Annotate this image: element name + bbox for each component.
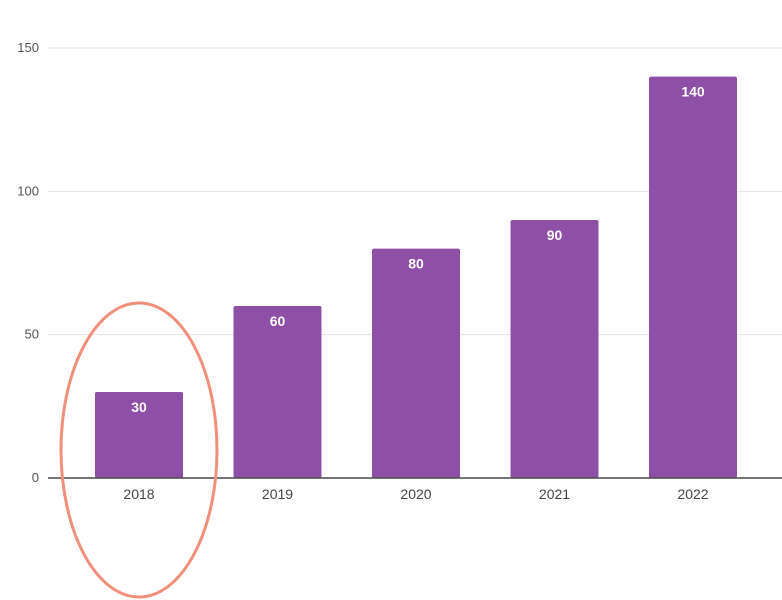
data-label-2020: 80 xyxy=(408,256,424,272)
bars xyxy=(95,76,737,479)
bar-2018 xyxy=(95,392,183,478)
bar-2022 xyxy=(649,76,737,479)
y-axis-ticks: 0 50 100 150 xyxy=(17,40,39,485)
data-label-2021: 90 xyxy=(547,227,563,243)
x-tick-label-2019: 2019 xyxy=(262,486,293,502)
bar-2021 xyxy=(510,220,599,478)
x-tick-label-2022: 2022 xyxy=(677,486,708,502)
y-tick-label: 0 xyxy=(32,470,39,485)
y-tick-label: 100 xyxy=(17,183,39,198)
x-tick-label-2018: 2018 xyxy=(123,486,154,502)
data-label-2022: 140 xyxy=(681,84,705,100)
highlight-circle xyxy=(59,301,219,599)
data-label-2019: 60 xyxy=(270,313,286,329)
data-label-2018: 30 xyxy=(131,399,147,415)
x-axis-ticks: 2018 2019 2020 2021 2022 xyxy=(123,486,708,502)
data-labels: 30 60 80 90 140 xyxy=(131,84,705,415)
x-tick-label-2020: 2020 xyxy=(400,486,431,502)
bar-2020 xyxy=(372,248,460,478)
x-tick-label-2021: 2021 xyxy=(539,486,570,502)
bar-2019 xyxy=(233,306,322,478)
y-tick-label: 50 xyxy=(25,327,39,342)
y-tick-label: 150 xyxy=(17,40,39,55)
